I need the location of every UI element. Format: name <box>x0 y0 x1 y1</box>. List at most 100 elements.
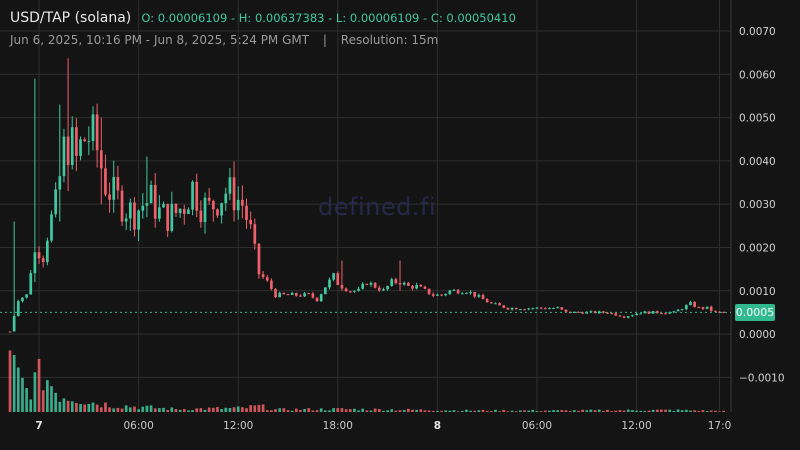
time-axis: 7 06:00 12:00 18:00 8 06:00 12:00 17:0 <box>35 420 731 432</box>
volume-bar <box>697 411 701 412</box>
watermark-logo: defined.fi <box>318 193 437 221</box>
volume-bar <box>382 410 385 412</box>
volume-bar <box>75 403 78 412</box>
volume-bar <box>415 409 418 412</box>
candle-body <box>224 193 228 204</box>
candle-body <box>311 293 315 298</box>
volume-bar <box>718 411 721 412</box>
volume-bar <box>8 350 12 412</box>
volume-bar <box>87 403 91 412</box>
candle-body <box>514 307 518 310</box>
candle-body <box>697 307 701 309</box>
candle-body <box>415 284 418 289</box>
candle-body <box>195 181 199 211</box>
volume-bar <box>481 409 485 412</box>
candle-body <box>481 295 485 300</box>
candle-body <box>274 288 277 298</box>
candle-body <box>460 293 464 295</box>
time-tick-label: 8 <box>434 420 441 432</box>
volume-bar <box>174 409 178 412</box>
volume-bar <box>228 408 232 412</box>
volume-bar <box>45 380 49 412</box>
volume-bar <box>369 410 373 412</box>
volume-bar <box>33 372 37 412</box>
candle-body <box>722 311 726 313</box>
candle-body <box>178 208 182 214</box>
candle-body <box>344 288 348 292</box>
volume-bar <box>50 386 53 412</box>
candle-body <box>427 288 431 295</box>
volume-bar <box>543 410 547 412</box>
candle-body <box>577 311 580 313</box>
candle-body <box>664 313 667 315</box>
volume-bar <box>473 410 477 412</box>
volume-bar <box>323 410 327 412</box>
volume-bar <box>261 404 265 412</box>
volume-bar <box>373 408 377 412</box>
volume-bar <box>423 410 427 412</box>
candle-body <box>319 294 323 302</box>
last-price-badge: 0.0005 <box>735 303 775 321</box>
candle-body <box>137 210 140 230</box>
chart-header: USD/TAP (solana) O: 0.00006109 - H: 0.00… <box>10 10 516 26</box>
volume-bar <box>602 410 605 412</box>
time-tick-label: 17:0 <box>708 420 732 432</box>
volume-bar <box>589 409 593 412</box>
candle-body <box>369 282 373 285</box>
volume-bar <box>153 408 157 412</box>
candle-body <box>261 274 265 278</box>
candle-body <box>299 295 302 297</box>
candle-body <box>249 219 253 225</box>
candle-body <box>220 203 223 216</box>
volume-bar <box>116 407 120 412</box>
candle-body <box>45 240 49 263</box>
time-tick-label: 12:00 <box>223 420 253 432</box>
volume-bar <box>265 410 269 412</box>
volume-bar <box>606 409 609 412</box>
candle-body <box>187 209 190 214</box>
candle-body <box>25 294 28 298</box>
candle-body <box>315 297 319 302</box>
candle-body <box>241 199 244 206</box>
volume-bar <box>315 410 319 412</box>
candle-body <box>336 273 340 285</box>
candle-body <box>436 294 439 296</box>
candle-body <box>228 177 232 194</box>
volume-bar <box>444 410 448 412</box>
volume-bar <box>216 407 219 412</box>
candle-body <box>548 308 551 310</box>
candle-body <box>33 252 37 274</box>
candle-body <box>602 311 605 313</box>
volume-bar <box>104 402 107 412</box>
volume-bar <box>676 409 680 412</box>
candle-body <box>390 279 394 286</box>
candle-body <box>108 194 111 200</box>
volume-bar <box>91 402 95 412</box>
volume-bar <box>510 410 514 412</box>
volume-bar <box>203 409 207 412</box>
volume-bar <box>560 410 564 412</box>
candle-body <box>377 287 381 291</box>
candle-body <box>444 293 448 296</box>
volume-bar <box>614 410 618 412</box>
time-tick-label: 7 <box>35 420 42 432</box>
candle-body <box>95 114 99 151</box>
volume-bar <box>41 390 45 412</box>
candle-body <box>207 197 211 201</box>
volume-bar <box>241 407 244 412</box>
volume-bar <box>523 410 526 412</box>
volume-bar <box>149 405 153 412</box>
candle-body <box>502 305 506 308</box>
volume-bar <box>485 411 489 412</box>
volume-bar <box>307 408 311 412</box>
candle-body <box>361 283 365 289</box>
price-tick-label: 0.0050 <box>739 113 776 125</box>
pair-symbol[interactable]: USD/TAP (solana) <box>10 10 132 26</box>
resolution-label[interactable]: Resolution: 15m <box>340 33 439 47</box>
candle-body <box>141 205 145 211</box>
volume-bar <box>166 409 170 412</box>
volume-bar <box>477 410 481 412</box>
volume-bar <box>581 409 584 412</box>
volume-bar <box>506 411 510 412</box>
